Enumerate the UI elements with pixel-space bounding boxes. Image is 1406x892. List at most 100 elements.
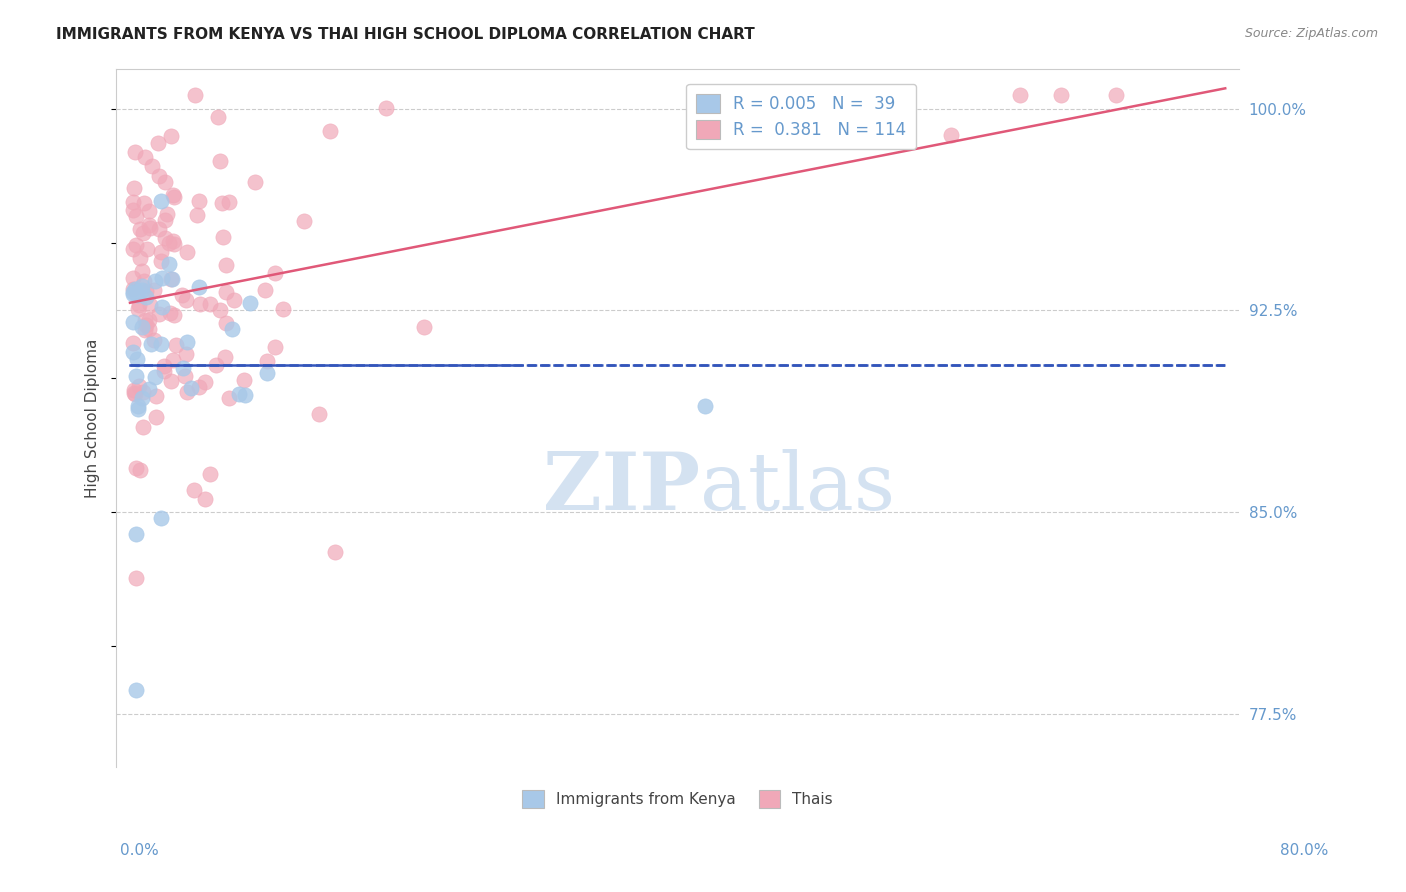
Point — [138, 312, 160, 326]
Point — [221, 322, 243, 336]
Point — [121, 243, 143, 257]
Point — [187, 380, 209, 394]
Point — [200, 297, 222, 311]
Point — [131, 264, 153, 278]
Point — [374, 101, 396, 115]
Point — [138, 322, 160, 336]
Point — [162, 234, 184, 248]
Legend: Immigrants from Kenya, Thais: Immigrants from Kenya, Thais — [515, 782, 841, 815]
Point — [143, 333, 166, 347]
Point — [187, 280, 209, 294]
Point — [174, 346, 197, 360]
Point — [131, 420, 153, 434]
Point — [211, 230, 233, 244]
Point — [121, 270, 143, 285]
Point — [131, 392, 153, 406]
Point — [125, 351, 148, 366]
Point — [1105, 88, 1128, 103]
Point — [162, 352, 184, 367]
Point — [124, 282, 146, 296]
Point — [218, 391, 240, 405]
Point — [209, 303, 232, 318]
Text: 80.0%: 80.0% — [1281, 843, 1329, 858]
Point — [186, 209, 208, 223]
Point — [239, 296, 262, 310]
Point — [132, 274, 155, 288]
Point — [153, 230, 176, 244]
Point — [132, 226, 155, 240]
Point — [153, 364, 176, 378]
Point — [160, 272, 183, 286]
Point — [138, 382, 160, 396]
Point — [153, 359, 176, 373]
Point — [150, 194, 173, 208]
Point — [256, 354, 278, 368]
Text: ZIP: ZIP — [543, 449, 700, 527]
Point — [131, 319, 153, 334]
Point — [134, 195, 156, 210]
Point — [245, 175, 267, 189]
Point — [124, 385, 146, 400]
Point — [129, 222, 152, 236]
Point — [138, 218, 160, 232]
Point — [215, 285, 238, 300]
Point — [941, 128, 963, 142]
Point — [134, 323, 156, 337]
Point — [150, 301, 173, 315]
Point — [121, 194, 143, 209]
Point — [146, 136, 169, 151]
Point — [170, 288, 193, 302]
Point — [693, 399, 716, 413]
Point — [131, 279, 153, 293]
Point — [145, 410, 167, 425]
Text: 0.0%: 0.0% — [120, 843, 159, 858]
Point — [165, 338, 187, 352]
Point — [215, 316, 238, 330]
Point — [233, 388, 256, 402]
Point — [207, 111, 229, 125]
Point — [215, 259, 238, 273]
Point — [134, 150, 156, 164]
Point — [121, 345, 143, 359]
Point — [228, 386, 250, 401]
Point — [121, 336, 143, 351]
Y-axis label: High School Diploma: High School Diploma — [86, 338, 100, 498]
Point — [1050, 88, 1073, 103]
Point — [218, 194, 240, 209]
Point — [125, 527, 148, 541]
Point — [127, 301, 149, 316]
Point — [155, 213, 177, 227]
Point — [139, 337, 162, 351]
Point — [292, 214, 315, 228]
Point — [163, 236, 186, 251]
Point — [145, 389, 167, 403]
Point — [323, 545, 346, 559]
Point — [135, 318, 157, 332]
Point — [125, 368, 148, 383]
Point — [121, 314, 143, 328]
Point — [138, 203, 160, 218]
Point — [162, 187, 184, 202]
Point — [150, 254, 173, 268]
Point — [150, 271, 173, 285]
Point — [121, 282, 143, 296]
Point — [128, 298, 150, 312]
Point — [180, 381, 202, 395]
Text: IMMIGRANTS FROM KENYA VS THAI HIGH SCHOOL DIPLOMA CORRELATION CHART: IMMIGRANTS FROM KENYA VS THAI HIGH SCHOO… — [56, 27, 755, 42]
Point — [224, 293, 246, 307]
Point — [174, 293, 197, 308]
Point — [143, 274, 166, 288]
Point — [124, 238, 146, 252]
Point — [176, 334, 198, 349]
Point — [256, 367, 278, 381]
Point — [413, 320, 436, 334]
Point — [132, 384, 155, 399]
Point — [163, 189, 186, 203]
Point — [145, 370, 167, 384]
Text: Source: ZipAtlas.com: Source: ZipAtlas.com — [1244, 27, 1378, 40]
Point — [149, 337, 172, 351]
Point — [148, 222, 170, 236]
Point — [214, 350, 236, 364]
Point — [125, 209, 148, 223]
Point — [148, 169, 170, 183]
